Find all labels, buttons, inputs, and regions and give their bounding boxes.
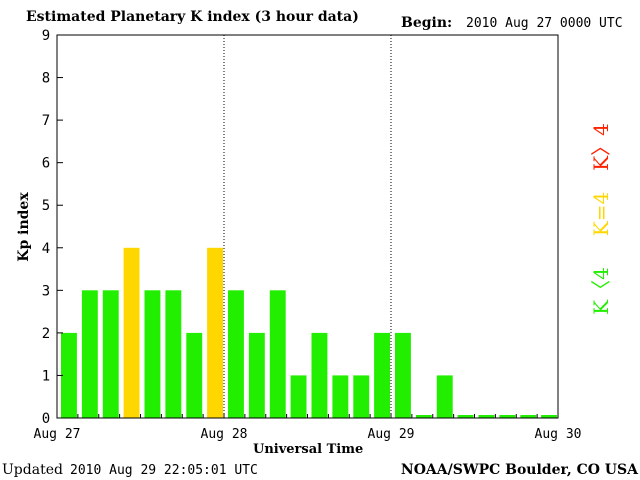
kp-bar: [123, 247, 140, 418]
kp-bar: [61, 332, 77, 418]
kp-bar: [248, 332, 265, 418]
kp-bar: [269, 290, 286, 418]
kp-bar: [311, 332, 328, 418]
begin-value: 2010 Aug 27 0000 UTC: [466, 16, 623, 31]
x-tick-label: Aug 29: [368, 427, 415, 442]
kp-bar: [144, 290, 161, 418]
kp-bar: [207, 247, 223, 418]
kp-bar: [290, 375, 307, 418]
updated-label: Updated: [2, 462, 63, 478]
x-axis-label: Universal Time: [253, 442, 363, 457]
source-credit: NOAA/SWPC Boulder, CO USA: [401, 462, 639, 478]
chart-title: Estimated Planetary K index (3 hour data…: [26, 9, 359, 25]
kp-bar: [499, 415, 516, 418]
kp-bar: [415, 415, 432, 418]
y-tick-label: 0: [42, 411, 50, 427]
y-tick-label: 2: [42, 326, 50, 342]
x-tick-label: Aug 28: [201, 427, 248, 442]
kp-bar: [395, 332, 411, 418]
kp-bar: [457, 415, 474, 418]
axis-ticks: 0 1 2 3 4 5 6 7 8 9 Aug 27 Aug 28 Aug 29 Aug 30: [34, 28, 582, 442]
y-tick-label: 3: [42, 283, 50, 299]
kp-bar: [541, 415, 557, 418]
kp-bar: [102, 290, 119, 418]
y-tick-label: 1: [42, 368, 50, 384]
plot-frame: [56, 34, 559, 419]
y-tick-label: 8: [42, 71, 50, 87]
kp-bar: [520, 415, 537, 418]
kp-bar: [374, 332, 390, 418]
updated-value: 2010 Aug 29 22:05:01 UTC: [70, 463, 258, 478]
y-tick-label: 6: [42, 156, 50, 172]
kp-bar: [332, 375, 349, 418]
y-tick-label: 9: [42, 28, 50, 44]
y-tick-label: 7: [42, 113, 50, 129]
kp-bar: [478, 415, 495, 418]
x-tick-label: Aug 30: [535, 427, 582, 442]
y-axis-label: Kp index: [16, 192, 32, 262]
y-tick-label: 5: [42, 198, 50, 214]
kp-bar: [186, 332, 203, 418]
kp-bar: [81, 290, 98, 418]
bar-group: [61, 247, 557, 418]
kp-bar: [436, 375, 453, 418]
kp-bar: [228, 290, 244, 418]
y-tick-label: 4: [42, 241, 50, 257]
legend-k-greater-4: K〉4: [589, 123, 613, 171]
x-tick-label: Aug 27: [34, 427, 81, 442]
kp-bar: [353, 375, 370, 418]
legend-k-equals-4: K=4: [589, 192, 613, 236]
legend-k-less-4: K〈4: [589, 267, 613, 315]
begin-label: Begin:: [401, 15, 452, 31]
kp-bar: [165, 290, 182, 418]
